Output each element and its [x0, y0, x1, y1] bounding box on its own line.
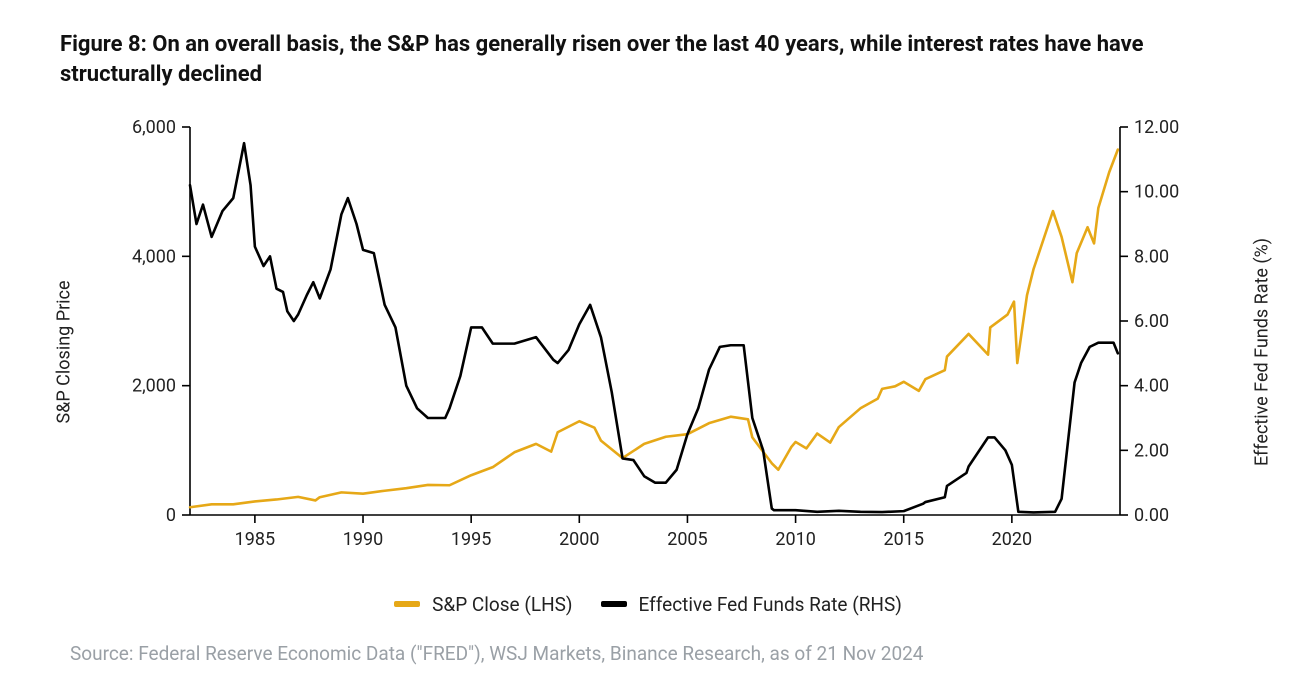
- svg-text:6.00: 6.00: [1134, 311, 1169, 332]
- svg-text:6,000: 6,000: [132, 117, 176, 138]
- svg-text:2000: 2000: [559, 529, 599, 550]
- y2-axis-label: Effective Fed Funds Rate (%): [1252, 238, 1273, 466]
- svg-text:8.00: 8.00: [1134, 247, 1169, 268]
- legend-swatch: [601, 601, 627, 607]
- svg-text:2.00: 2.00: [1134, 441, 1169, 462]
- svg-text:2005: 2005: [667, 529, 707, 550]
- svg-text:0.00: 0.00: [1134, 505, 1169, 526]
- figure-title: Figure 8: On an overall basis, the S&P h…: [60, 30, 1180, 89]
- svg-text:0: 0: [166, 505, 176, 526]
- svg-text:2015: 2015: [883, 529, 923, 550]
- legend-item: S&P Close (LHS): [394, 593, 572, 616]
- dual-axis-chart: S&P Closing Price Effective Fed Funds Ra…: [70, 117, 1240, 587]
- chart-legend: S&P Close (LHS) Effective Fed Funds Rate …: [60, 589, 1236, 616]
- svg-text:4.00: 4.00: [1134, 376, 1169, 397]
- svg-text:1990: 1990: [343, 529, 383, 550]
- svg-text:2010: 2010: [775, 529, 815, 550]
- svg-text:10.00: 10.00: [1134, 182, 1179, 203]
- svg-text:2020: 2020: [992, 529, 1032, 550]
- svg-text:1995: 1995: [451, 529, 491, 550]
- legend-swatch: [394, 601, 420, 607]
- figure-8-container: Figure 8: On an overall basis, the S&P h…: [0, 0, 1296, 696]
- svg-text:2,000: 2,000: [132, 376, 176, 397]
- svg-text:12.00: 12.00: [1134, 117, 1179, 138]
- legend-label: Effective Fed Funds Rate (RHS): [639, 593, 902, 616]
- legend-item: Effective Fed Funds Rate (RHS): [601, 593, 902, 616]
- legend-label: S&P Close (LHS): [432, 593, 572, 616]
- chart-svg: 0 2,000 4,000 6,000 0.00 2.00 4.00 6.00 8.00 10.0…: [70, 117, 1240, 587]
- source-line: Source: Federal Reserve Economic Data ("…: [70, 642, 1236, 665]
- svg-text:1985: 1985: [235, 529, 275, 550]
- svg-text:4,000: 4,000: [132, 247, 176, 268]
